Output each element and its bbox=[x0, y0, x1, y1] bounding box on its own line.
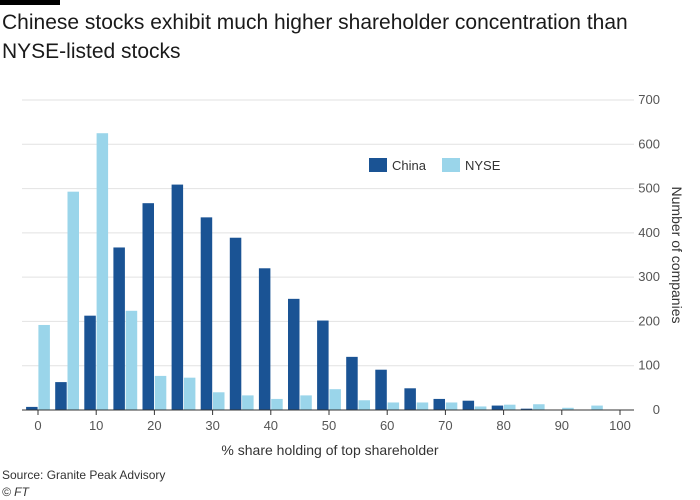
legend-label-china: China bbox=[392, 158, 427, 173]
bar-nyse-5 bbox=[67, 191, 79, 410]
axis-ticks: 0 10 20 30 40 50 60 70 80 90 100 0 100 200 300 400 500 60… bbox=[34, 92, 660, 433]
x-tick-label: 80 bbox=[496, 418, 510, 433]
bar-china-20 bbox=[142, 203, 154, 410]
bar-china-40 bbox=[258, 268, 271, 410]
x-tick-label: 50 bbox=[322, 418, 336, 433]
y-tick-label: 100 bbox=[638, 358, 660, 373]
y-tick-label: 600 bbox=[638, 136, 660, 151]
y-tick-label: 700 bbox=[638, 92, 660, 107]
y-tick-label: 300 bbox=[638, 269, 660, 284]
bar-nyse-90 bbox=[562, 407, 574, 410]
x-tick-label: 30 bbox=[205, 418, 219, 433]
bar-nyse-45 bbox=[300, 395, 312, 410]
ft-credit: © FT bbox=[2, 485, 29, 499]
bar-nyse-75 bbox=[474, 406, 487, 410]
bar-nyse-30 bbox=[213, 392, 225, 410]
legend: China NYSE bbox=[369, 158, 501, 173]
legend-label-nyse: NYSE bbox=[465, 158, 501, 173]
x-tick-label: 60 bbox=[380, 418, 394, 433]
bar-china-55 bbox=[346, 356, 358, 410]
bar-nyse-40 bbox=[271, 398, 283, 410]
y-tick-label: 0 bbox=[653, 402, 660, 417]
x-tick-label: 70 bbox=[438, 418, 452, 433]
y-tick-label: 500 bbox=[638, 181, 660, 196]
x-tick-label: 40 bbox=[264, 418, 278, 433]
bar-nyse-50 bbox=[329, 389, 341, 410]
bar-nyse-0 bbox=[38, 324, 50, 410]
bar-nyse-25 bbox=[183, 377, 196, 410]
bar-china-30 bbox=[200, 217, 213, 410]
bar-nyse-70 bbox=[445, 402, 458, 410]
source-note: Source: Granite Peak Advisory bbox=[2, 468, 166, 482]
bar-china-85 bbox=[520, 408, 533, 410]
bar-china-35 bbox=[229, 237, 242, 410]
bar-nyse-20 bbox=[154, 375, 167, 410]
bars bbox=[26, 133, 603, 410]
bar-nyse-55 bbox=[358, 400, 370, 410]
bar-china-45 bbox=[288, 298, 300, 410]
bar-china-50 bbox=[317, 320, 329, 410]
chart-title: Chinese stocks exhibit much higher share… bbox=[2, 11, 628, 63]
ft-topbar bbox=[0, 0, 60, 5]
bar-nyse-80 bbox=[504, 404, 516, 410]
legend-swatch-nyse bbox=[442, 158, 460, 172]
bar-china-10 bbox=[84, 315, 96, 410]
x-tick-label: 10 bbox=[89, 418, 103, 433]
legend-swatch-china bbox=[369, 158, 387, 172]
y-axis-label: Number of companies bbox=[669, 187, 685, 324]
bar-nyse-65 bbox=[416, 402, 429, 410]
bar-china-65 bbox=[404, 388, 416, 410]
bar-nyse-10 bbox=[96, 133, 109, 410]
x-tick-label: 20 bbox=[147, 418, 161, 433]
bar-china-80 bbox=[491, 405, 504, 410]
x-tick-label: 90 bbox=[555, 418, 569, 433]
bar-nyse-85 bbox=[533, 404, 545, 410]
x-tick-label: 100 bbox=[609, 418, 631, 433]
x-axis-label: % share holding of top shareholder bbox=[221, 442, 438, 458]
bar-nyse-35 bbox=[242, 395, 254, 410]
y-tick-label: 200 bbox=[638, 313, 660, 328]
y-tick-label: 400 bbox=[638, 225, 660, 240]
bar-china-5 bbox=[55, 382, 67, 410]
x-tick-label: 0 bbox=[34, 418, 41, 433]
bar-nyse-60 bbox=[387, 402, 400, 410]
bar-china-60 bbox=[375, 369, 387, 410]
bar-nyse-15 bbox=[125, 310, 138, 410]
bar-china-70 bbox=[433, 398, 445, 410]
bar-china-0 bbox=[26, 406, 38, 410]
bar-china-75 bbox=[462, 400, 475, 410]
bar-china-15 bbox=[113, 247, 125, 410]
bar-china-25 bbox=[171, 184, 184, 410]
bar-nyse-95 bbox=[591, 405, 603, 410]
